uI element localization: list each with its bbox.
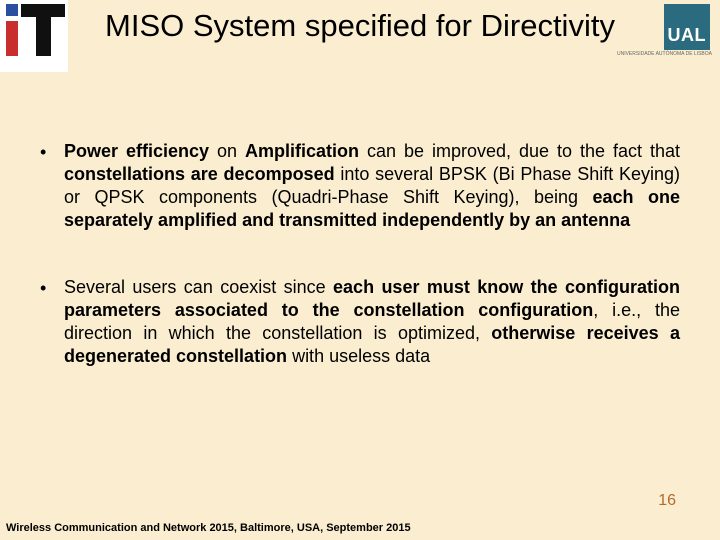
bullet-marker: • — [40, 140, 64, 232]
header: MISO System specified for Directivity UA… — [0, 0, 720, 112]
logo-it-t-stem — [36, 4, 51, 56]
bullet-text: Power efficiency on Amplification can be… — [64, 140, 680, 232]
page-number: 16 — [658, 492, 676, 510]
bullet-item: • Several users can coexist since each u… — [40, 276, 680, 368]
bullet-item: • Power efficiency on Amplification can … — [40, 140, 680, 232]
slide-title: MISO System specified for Directivity — [0, 8, 720, 44]
logo-ual-square: UAL — [664, 4, 710, 50]
content-area: • Power efficiency on Amplification can … — [0, 112, 720, 368]
logo-it — [0, 0, 68, 72]
logo-ual-subtitle: UNIVERSIDADE AUTÓNOMA DE LISBOA — [617, 52, 712, 58]
bullet-text: Several users can coexist since each use… — [64, 276, 680, 368]
logo-it-i — [6, 21, 18, 56]
logo-it-dot — [6, 4, 18, 16]
bullet-marker: • — [40, 276, 64, 368]
logo-ual: UAL UNIVERSIDADE AUTÓNOMA DE LISBOA — [617, 4, 712, 58]
footer-text: Wireless Communication and Network 2015,… — [6, 522, 411, 534]
logo-ual-text: UAL — [668, 25, 707, 46]
